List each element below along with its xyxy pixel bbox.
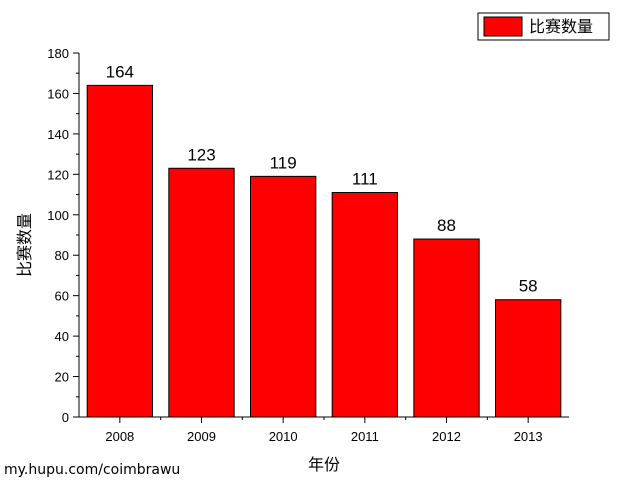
x-tick-label: 2010: [269, 429, 298, 444]
x-tick-label: 2009: [187, 429, 216, 444]
y-axis-title: 比赛数量: [15, 213, 34, 277]
x-tick-label: 2012: [432, 429, 461, 444]
data-label-2011: 111: [352, 170, 378, 189]
bar-2009: [168, 167, 235, 418]
x-axis-title: 年份: [308, 455, 340, 474]
y-tick-label: 20: [55, 370, 69, 385]
x-tick-label: 2008: [105, 429, 134, 444]
data-label-2010: 119: [270, 153, 297, 172]
x-tick-label: 2013: [514, 429, 543, 444]
y-tick-label: 40: [55, 329, 69, 344]
data-label-2008: 164: [106, 62, 134, 81]
bar-2012: [413, 238, 480, 418]
data-label-2013: 58: [519, 277, 538, 296]
bar-2010: [250, 175, 317, 418]
data-labels: 164 123 119 111 88 58: [106, 62, 538, 295]
y-tick-label: 80: [55, 248, 69, 263]
legend: 比赛数量: [477, 12, 610, 41]
data-label-2009: 123: [187, 145, 215, 164]
y-tick-label: 160: [47, 86, 69, 101]
y-tick-label: 100: [47, 208, 69, 223]
y-tick-label: 140: [47, 127, 69, 142]
watermark-text: my.hupu.com/coimbrawu: [4, 462, 180, 478]
bars-layer: [86, 84, 562, 418]
bar-2008: [86, 84, 153, 418]
legend-swatch: [483, 16, 523, 37]
x-axis-ticks: 2008 2009 2010 2011 2012 2013: [105, 417, 543, 444]
bar-2011: [331, 192, 398, 418]
y-tick-label: 0: [62, 410, 69, 425]
legend-label: 比赛数量: [529, 17, 593, 36]
y-tick-label: 180: [47, 46, 69, 61]
y-tick-label: 60: [55, 289, 69, 304]
x-tick-label: 2011: [351, 429, 379, 444]
data-label-2012: 88: [437, 216, 456, 235]
y-axis-ticks: 0 20 40 60 80 100 120 140 160 180: [47, 46, 79, 425]
y-tick-label: 120: [47, 167, 69, 182]
bar-2013: [495, 299, 562, 418]
